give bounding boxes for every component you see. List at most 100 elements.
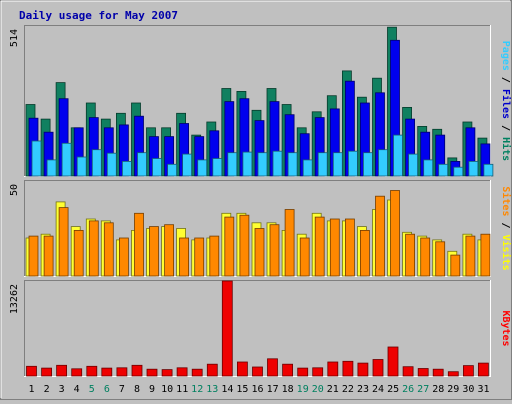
bar-kbytes-day-25 [387,346,399,377]
bar-pages-day-16 [257,152,268,177]
series-side-label: Sites / Visits [500,186,512,270]
bar-sites-day-2 [43,235,54,277]
panel-visits-sites: 50 Sites / Visits [9,180,512,277]
x-tick-label-day-16: 16 [251,384,263,395]
x-tick-label-day-9: 9 [149,384,155,395]
x-tick-label-day-20: 20 [312,384,324,395]
bar-pages-day-23 [362,152,373,177]
y-axis-max-label: 13262 [9,284,20,314]
bar-sites-day-22 [344,218,355,277]
bar-kbytes-day-20 [312,367,324,377]
series-kbytes [26,280,489,377]
series-side-label: KBytes [500,310,511,346]
bar-kbytes-day-16 [252,366,263,377]
x-tick-label-day-26: 26 [402,384,414,395]
bar-sites-day-28 [435,241,446,277]
bar-pages-day-6 [106,152,117,177]
bar-sites-day-8 [134,212,144,277]
bar-kbytes-day-31 [477,362,489,377]
bar-pages-day-7 [122,160,132,177]
x-tick-label-day-4: 4 [74,384,80,395]
bar-sites-day-27 [420,237,431,277]
bar-pages-day-4 [76,156,87,177]
bar-pages-day-20 [317,152,328,177]
bar-kbytes-day-11 [176,367,188,377]
x-tick-label-day-3: 3 [59,384,65,395]
x-tick-label-day-14: 14 [221,384,233,395]
bar-kbytes-day-23 [357,362,369,377]
x-tick-label-day-28: 28 [432,384,444,395]
bar-pages-day-13 [212,158,223,177]
bar-pages-day-29 [453,166,464,177]
bar-sites-day-3 [58,207,69,277]
series-side-label-part: / [500,71,511,89]
chart-title: Daily usage for May 2007 [19,9,178,22]
x-tick-label-day-29: 29 [447,384,459,395]
bar-kbytes-day-3 [56,364,67,377]
x-tick-label-day-11: 11 [176,384,188,395]
y-axis-max-label: 50 [9,184,20,196]
bar-kbytes-day-7 [116,367,128,377]
x-tick-label-day-12: 12 [191,384,203,395]
x-tick-label-day-19: 19 [297,384,309,395]
bar-pages-day-14 [227,152,238,177]
bar-sites-day-7 [119,237,129,277]
x-tick-label-day-15: 15 [236,384,248,395]
x-tick-label-day-30: 30 [462,384,474,395]
bar-sites-day-4 [73,229,84,277]
bar-pages-day-30 [468,160,479,177]
bar-sites-day-14 [224,216,235,277]
bar-pages-day-25 [393,134,403,177]
x-tick-label-day-6: 6 [104,384,110,395]
bar-pages-day-12 [197,159,208,177]
bar-sites-day-10 [164,224,175,277]
series-pages [31,134,494,177]
bar-kbytes-day-2 [41,367,52,377]
bar-kbytes-day-12 [191,368,203,377]
bar-pages-day-1 [31,140,42,177]
bar-kbytes-day-18 [282,363,294,377]
bar-sites-day-11 [179,237,190,277]
bar-kbytes-day-15 [236,361,248,377]
bar-kbytes-day-19 [297,367,309,377]
x-tick-label-day-24: 24 [372,384,384,395]
x-tick-label-day-27: 27 [417,384,429,395]
bar-kbytes-day-29 [447,371,459,377]
panel-hits-files-pages: 514 Pages / Files / Hits [9,25,512,177]
series-side-label-part: Hits [500,137,512,161]
bar-sites-day-13 [209,235,220,277]
bar-pages-day-8 [137,152,147,177]
series-side-label-part: Pages [500,41,511,71]
series-side-label-part: Visits [500,235,512,271]
bar-kbytes-day-6 [101,367,113,377]
bar-pages-day-26 [408,153,419,177]
series-side-label-part: KBytes [500,310,511,346]
bar-kbytes-day-24 [372,359,384,377]
bar-sites-day-5 [88,220,99,277]
bar-sites-day-19 [299,237,310,277]
bar-pages-day-31 [483,163,494,177]
bar-kbytes-day-28 [432,368,444,377]
bar-sites-day-30 [465,235,476,277]
x-tick-label-day-5: 5 [89,384,95,395]
bar-sites-day-1 [28,235,39,277]
bar-sites-day-24 [375,195,385,277]
series-sites [28,190,491,277]
bar-pages-day-10 [167,163,178,177]
bar-kbytes-day-1 [26,365,37,377]
bar-pages-day-19 [302,159,313,177]
bar-kbytes-day-4 [71,368,83,377]
bar-pages-day-18 [287,152,298,177]
x-tick-label-day-21: 21 [327,384,339,395]
bar-sites-day-18 [284,209,295,277]
bar-kbytes-day-14 [221,280,233,377]
bar-pages-day-27 [423,159,434,177]
bar-pages-day-22 [347,150,358,177]
bar-sites-day-17 [269,224,280,277]
bar-sites-day-20 [314,216,325,277]
bar-sites-day-6 [103,222,114,277]
bar-sites-day-15 [239,214,250,277]
bar-kbytes-day-10 [161,369,173,377]
bar-pages-day-3 [61,142,72,177]
